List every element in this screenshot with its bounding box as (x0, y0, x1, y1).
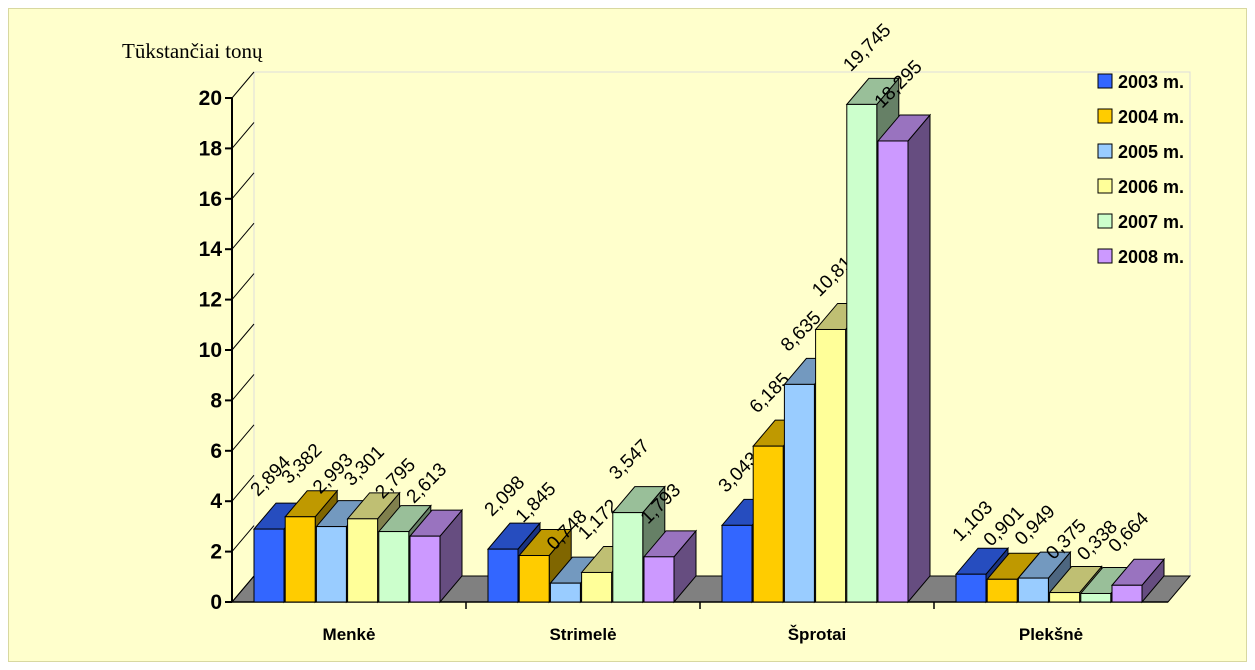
bar (549, 582, 581, 603)
category-label: Plekšnė (1019, 625, 1083, 644)
y-axis-label: Tūkstančiai tonų (122, 39, 263, 63)
bar (783, 383, 815, 603)
bar (643, 556, 675, 603)
y-gridline-depth (231, 172, 255, 200)
y-gridline-depth (231, 474, 255, 502)
legend-swatch (1097, 73, 1113, 89)
legend-swatch (1097, 178, 1113, 194)
y-tick-label: 4 (210, 490, 222, 513)
y-gridline-depth (231, 71, 255, 99)
legend-swatch (1097, 248, 1113, 264)
bar (284, 516, 316, 603)
bar (581, 571, 613, 603)
y-tick-label: 16 (199, 188, 222, 211)
y-tick-label: 10 (199, 339, 222, 362)
bar (1080, 592, 1112, 603)
legend-entry: 2007 m. (1118, 212, 1184, 232)
legend-entry: 2006 m. (1118, 177, 1184, 197)
bar (253, 528, 285, 603)
y-tick-label: 2 (210, 541, 222, 564)
y-gridline-depth (231, 525, 255, 552)
bar (721, 524, 753, 603)
legend-entry: 2008 m. (1118, 247, 1184, 267)
bar (518, 555, 550, 603)
data-label: 3,547 (605, 436, 653, 484)
bar (1049, 592, 1081, 603)
bar (378, 531, 410, 603)
y-tick-label: 20 (199, 87, 222, 110)
bar (409, 535, 441, 603)
category-label: Strimelė (549, 625, 616, 644)
legend-entry: 2003 m. (1118, 72, 1184, 92)
y-gridline-depth (231, 374, 255, 401)
y-tick-label: 0 (210, 591, 222, 614)
y-gridline-depth (231, 424, 255, 452)
bar (815, 328, 847, 603)
bar (955, 573, 987, 603)
bar (846, 103, 878, 603)
bar (612, 512, 644, 603)
y-gridline-depth (231, 575, 255, 603)
y-gridline-depth (231, 122, 255, 149)
bar (986, 578, 1018, 603)
bar (487, 548, 519, 603)
bar (1017, 577, 1049, 603)
y-tick-label: 14 (199, 238, 223, 261)
legend-swatch (1097, 213, 1113, 229)
bar (877, 140, 909, 603)
bar-side (907, 113, 931, 604)
y-gridline-depth (231, 222, 255, 250)
bar (315, 526, 347, 603)
y-tick-label: 8 (210, 389, 222, 412)
legend-swatch (1097, 143, 1113, 159)
bar (752, 445, 784, 603)
y-tick-label: 6 (210, 440, 222, 463)
bar (347, 518, 379, 603)
y-tick-label: 12 (199, 289, 222, 312)
legend-entry: 2004 m. (1118, 107, 1184, 127)
category-label: Šprotai (788, 625, 847, 644)
legend-entry: 2005 m. (1118, 142, 1184, 162)
y-gridline-depth (231, 323, 255, 351)
category-label: Menkė (323, 625, 376, 644)
legend-swatch (1097, 108, 1113, 124)
y-tick-label: 18 (199, 137, 223, 160)
bar (1111, 584, 1143, 603)
data-label: 19,745 (839, 20, 895, 76)
y-gridline-depth (231, 273, 255, 300)
legend: 2003 m. 2004 m. 2005 m. 2006 m. 2007 m. 2008 … (1097, 72, 1184, 267)
